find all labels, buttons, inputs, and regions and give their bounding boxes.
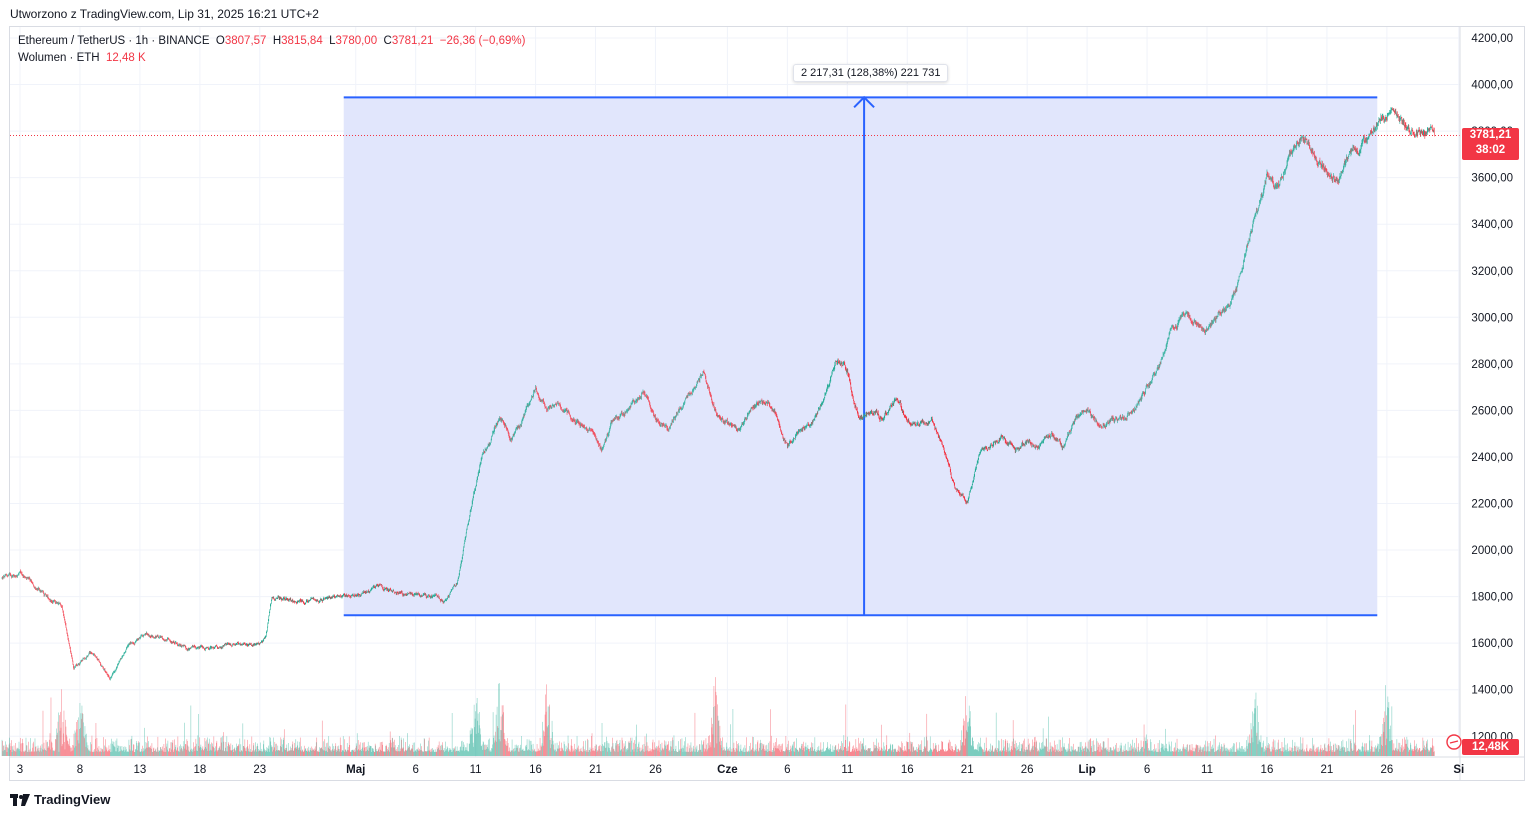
chart-frame bbox=[9, 26, 1525, 781]
candles bbox=[1, 107, 1435, 681]
volume-bars bbox=[1, 677, 1435, 756]
measure-box bbox=[343, 97, 1378, 616]
measure-range bbox=[343, 95, 1378, 617]
created-label: Utworzono z TradingView.com, Lip 31, 202… bbox=[10, 7, 319, 21]
measure-arrow-head bbox=[853, 95, 875, 109]
